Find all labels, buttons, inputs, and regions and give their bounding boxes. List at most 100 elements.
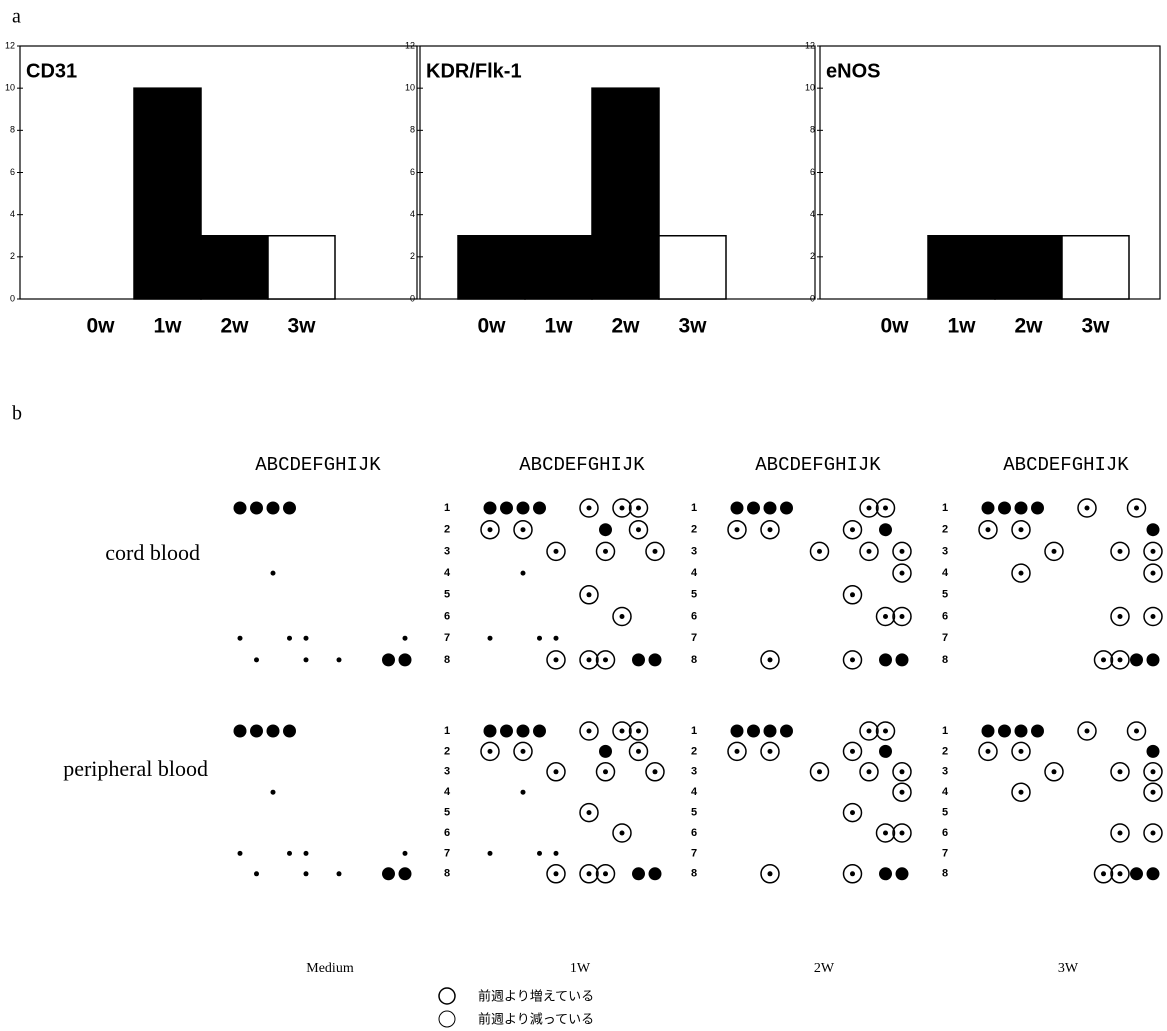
spot [586, 657, 592, 663]
row-number: 7 [691, 847, 697, 859]
y-tick-label: 4 [10, 209, 15, 219]
spot [287, 850, 292, 856]
spot [850, 748, 855, 754]
bar [457, 235, 526, 300]
row-number: 3 [444, 766, 450, 778]
spot [1014, 501, 1028, 515]
column-header: ABCDEFGHIJK [755, 454, 881, 476]
spot [763, 724, 777, 738]
row-number: 5 [942, 589, 948, 601]
spot [520, 527, 526, 533]
y-tick-label: 2 [810, 251, 815, 261]
row-number: 4 [444, 567, 451, 579]
row-number: 6 [691, 827, 697, 839]
y-tick-label: 12 [405, 40, 415, 50]
spot-ring [579, 864, 599, 884]
row-number: 2 [691, 745, 697, 757]
spot [287, 635, 292, 641]
spot [254, 657, 259, 663]
spot-ring [875, 721, 896, 741]
spot-ring [546, 541, 566, 562]
spot [402, 850, 408, 856]
spot [899, 614, 905, 619]
spot [1134, 505, 1139, 511]
spot [1018, 570, 1024, 576]
y-tick-label: 8 [410, 125, 415, 135]
spot-ring [1110, 541, 1130, 562]
spot [636, 527, 641, 533]
spot [283, 501, 296, 515]
bar [133, 87, 202, 300]
spot-ring [645, 762, 665, 782]
spot [303, 657, 309, 663]
spot-ring [595, 650, 616, 670]
spot [619, 728, 625, 734]
spot [981, 501, 995, 515]
spot [866, 548, 872, 554]
row-number: 5 [691, 589, 697, 601]
spot [1101, 871, 1106, 877]
spot-ring [612, 498, 632, 518]
spot [866, 769, 872, 775]
spot [767, 527, 773, 533]
spot [520, 789, 526, 795]
spot [520, 748, 526, 754]
spot [767, 657, 773, 663]
spot-ring [892, 606, 912, 627]
spot-ring [892, 541, 912, 562]
spot [747, 501, 760, 515]
spot [516, 724, 530, 738]
row-number: 3 [444, 545, 450, 557]
row-number: 7 [691, 632, 697, 644]
spot [648, 653, 662, 667]
spot-ring [859, 541, 879, 562]
spot-ring [1110, 823, 1130, 843]
row-number: 5 [444, 807, 450, 819]
spot [516, 501, 530, 515]
spot-ring [1143, 762, 1163, 782]
spot [1146, 523, 1160, 537]
spot [533, 724, 546, 738]
spot-ring [1126, 498, 1147, 518]
row-number: 5 [942, 807, 948, 819]
spot [270, 789, 276, 795]
row-label: peripheral blood [63, 756, 208, 781]
y-tick-label: 10 [5, 83, 15, 93]
x-tick-label: 2w [1014, 315, 1043, 338]
y-tick-label: 2 [10, 251, 15, 261]
spot [780, 724, 793, 738]
spot-ring [1143, 782, 1163, 802]
spot [603, 769, 608, 775]
spot [1101, 657, 1106, 663]
row-number: 3 [691, 545, 697, 557]
spot [985, 527, 991, 533]
spot [763, 501, 777, 515]
spot-ring [809, 541, 830, 562]
spot [850, 527, 855, 533]
spot [734, 527, 740, 533]
spot [883, 728, 888, 734]
spot [747, 724, 760, 738]
spot [767, 748, 773, 754]
spot [266, 724, 280, 738]
y-tick-label: 6 [10, 167, 15, 177]
y-tick-label: 10 [405, 83, 415, 93]
spot [553, 548, 559, 554]
spot-ring [480, 519, 500, 540]
row-number: 6 [942, 610, 948, 622]
spot [1150, 548, 1156, 554]
bar [658, 235, 727, 300]
row-number: 2 [942, 745, 948, 757]
row-number: 6 [444, 610, 450, 622]
spot-ring [628, 498, 649, 518]
spot-ring [513, 741, 533, 762]
spot [398, 867, 412, 881]
spot [619, 614, 625, 619]
spot-ring [842, 650, 863, 670]
spot [883, 830, 888, 836]
spot-ring [760, 650, 780, 670]
row-number: 1 [444, 725, 450, 737]
row-number: 2 [444, 524, 450, 536]
row-number: 8 [444, 654, 450, 666]
x-tick-label: 1w [544, 315, 573, 338]
